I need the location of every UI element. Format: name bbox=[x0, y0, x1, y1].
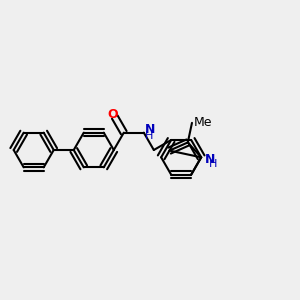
Text: O: O bbox=[107, 108, 118, 121]
Text: Me: Me bbox=[194, 116, 212, 129]
Text: N: N bbox=[205, 153, 215, 166]
Text: N: N bbox=[145, 123, 155, 136]
Text: H: H bbox=[209, 159, 218, 169]
Text: H: H bbox=[145, 131, 153, 141]
